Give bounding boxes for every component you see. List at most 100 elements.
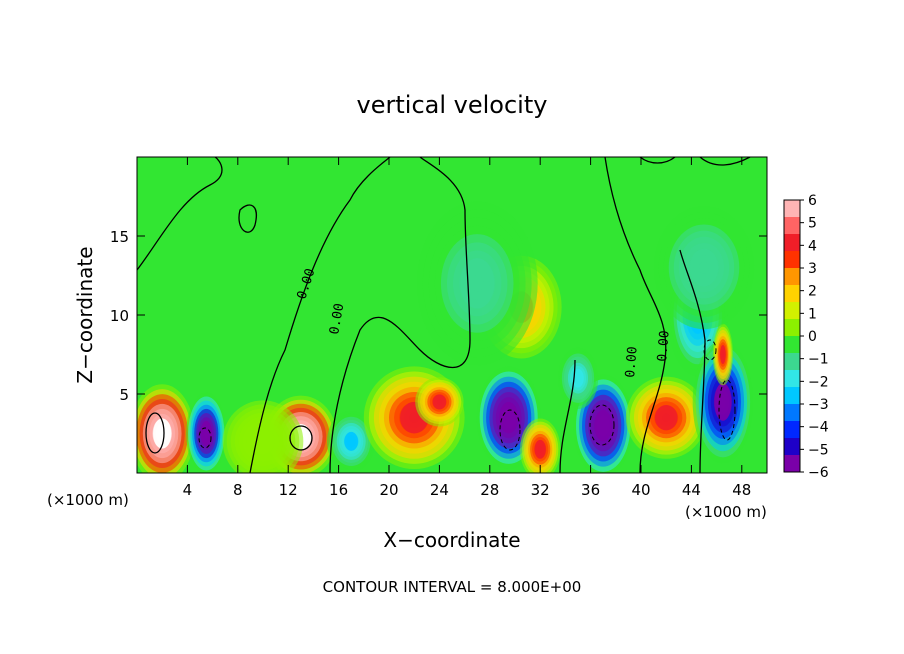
contour-line-min-2 [499,409,521,451]
contour-line-zero-2 [249,157,391,473]
negative-contours [198,339,736,451]
colorbar-label-6: 1 [808,306,817,322]
velocity-cell-11 [625,376,707,459]
colorbar-label-4: 3 [808,261,817,277]
x-tick-label-24: 24 [430,481,449,499]
x-tick-label-20: 20 [379,481,398,499]
contour-lines [137,157,751,473]
colorbar-label-12: −5 [808,442,829,458]
colorbar-label-5: 2 [808,284,817,300]
contour-line-min-3 [589,404,615,446]
x-tick-label-8: 8 [233,481,243,499]
x-axis: 4 8 12 16 20 24 28 32 36 40 44 48 [183,157,751,499]
velocity-cell-4 [327,410,376,473]
colorbar-swatch-1 [784,455,800,472]
contour-line-min-5 [703,339,717,361]
velocity-cell-1-core [153,418,172,449]
colorbar-swatch-15 [784,217,800,234]
colorbar-swatch-16 [784,200,800,217]
colorbar-swatch-2 [784,438,800,455]
contour-line-zero-1 [137,157,223,271]
contour-line-min-1 [198,427,212,449]
chart-title: vertical velocity [357,91,548,119]
velocity-cell-15 [416,201,538,366]
velocity-cell-7-core [499,401,518,434]
contour-label-2: 0.00 [327,302,347,335]
y-axis: 5 10 15 [110,228,767,404]
velocity-cell-8-core [534,439,546,459]
velocity-cell-1 [137,384,195,473]
colorbar-label-8: −1 [808,352,829,368]
velocity-cell-2-core [200,420,212,447]
x-tick-label-48: 48 [732,481,751,499]
velocity-cell-16-core [689,248,719,287]
contour-line-max-2 [289,425,313,451]
velocity-cell-7 [476,366,541,470]
velocity-cell-13-core [714,382,732,421]
colorbar-swatch-10 [784,302,800,319]
velocity-cell-10-core [594,409,612,442]
contour-label-4: 0.00 [655,330,673,363]
colorbar-label-7: 0 [808,329,817,345]
velocity-cell-14-core [720,345,726,364]
velocity-cell-8 [520,418,561,473]
colorbar-swatch-8 [784,336,800,353]
contour-line-zero-9 [639,157,676,164]
colorbar-swatch-12 [784,268,800,285]
x-axis-label: X−coordinate [383,528,520,552]
contour-line-zero-7 [238,204,257,233]
contour-line-zero-5 [559,359,576,473]
contour-line-max-1 [145,412,165,454]
colorbar-swatch-7 [784,353,800,370]
velocity-cell-14 [712,323,733,386]
colorbar: 6 5 4 3 2 1 0 −1 −2 −3 −4 −5 −6 [783,193,829,481]
velocity-cell-4-core [344,431,359,451]
colorbar-label-9: −2 [808,374,829,390]
contour-line-zero-6 [679,249,706,473]
y-axis-label: Z−coordinate [73,246,97,383]
x-tick-label-12: 12 [279,481,298,499]
colorbar-swatch-6 [784,370,800,387]
x-tick-label-44: 44 [682,481,701,499]
colorbar-label-11: −4 [808,420,829,436]
x-unit-label-right: (×1000 m) [685,503,767,521]
colorbar-swatch-5 [784,387,800,404]
colorbar-swatch-9 [784,319,800,336]
colorbar-label-10: −3 [808,397,829,413]
colorbar-swatch-11 [784,285,800,302]
colorbar-swatch-4 [784,404,800,421]
colorbar-label-1: 6 [808,193,817,209]
colorbar-swatch-3 [784,421,800,438]
colorbar-swatch-14 [784,234,800,251]
x-tick-label-40: 40 [631,481,650,499]
x-tick-label-36: 36 [581,481,600,499]
colorbar-label-13: −6 [808,465,829,481]
velocity-cell-16 [653,205,755,330]
velocity-cell-17 [222,400,304,473]
y-tick-label-15: 15 [110,228,129,246]
colorbar-swatch-13 [784,251,800,268]
velocity-cell-18-core [572,368,584,388]
velocity-cell-13 [692,340,754,464]
x-tick-label-16: 16 [329,481,348,499]
colorbar-label-3: 4 [808,238,817,254]
contour-line-zero-3 [329,157,471,473]
contour-line-min-4 [718,379,736,441]
contour-interval-note: CONTOUR INTERVAL = 8.000E+00 [323,578,582,596]
x-tick-label-4: 4 [183,481,193,499]
y-tick-label-10: 10 [110,307,129,325]
velocity-cell-11-core [654,405,678,431]
colorbar-label-2: 5 [808,216,817,232]
velocity-cell-6-core [432,394,447,410]
velocity-cell-2 [186,392,227,473]
velocity-cell-18 [557,347,599,410]
heatmap-cells [137,201,755,473]
x-tick-label-28: 28 [480,481,499,499]
contour-line-zero-4 [604,157,667,473]
contour-label-3: 0.00 [623,346,641,379]
velocity-cell-15-core [460,258,495,309]
velocity-cell-6 [415,377,464,427]
y-tick-label-5: 5 [119,386,129,404]
x-tick-label-32: 32 [531,481,550,499]
